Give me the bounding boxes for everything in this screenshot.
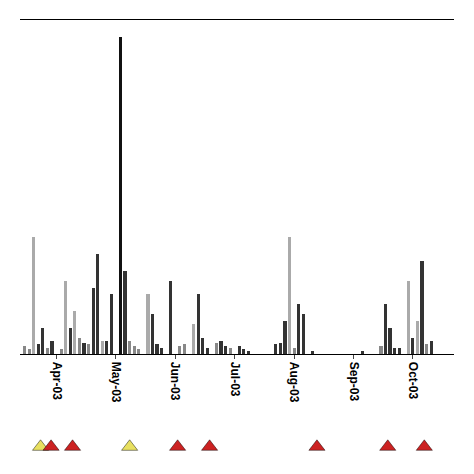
svg-text:Sep-03: Sep-03 bbox=[347, 362, 361, 402]
svg-text:Jul-03: Jul-03 bbox=[228, 362, 242, 397]
svg-text:Aug-03: Aug-03 bbox=[287, 362, 301, 403]
svg-text:Oct-03: Oct-03 bbox=[406, 362, 420, 400]
svg-text:May-03: May-03 bbox=[109, 362, 123, 403]
svg-text:Apr-03: Apr-03 bbox=[50, 362, 64, 400]
svg-text:Jun-03: Jun-03 bbox=[168, 362, 182, 401]
